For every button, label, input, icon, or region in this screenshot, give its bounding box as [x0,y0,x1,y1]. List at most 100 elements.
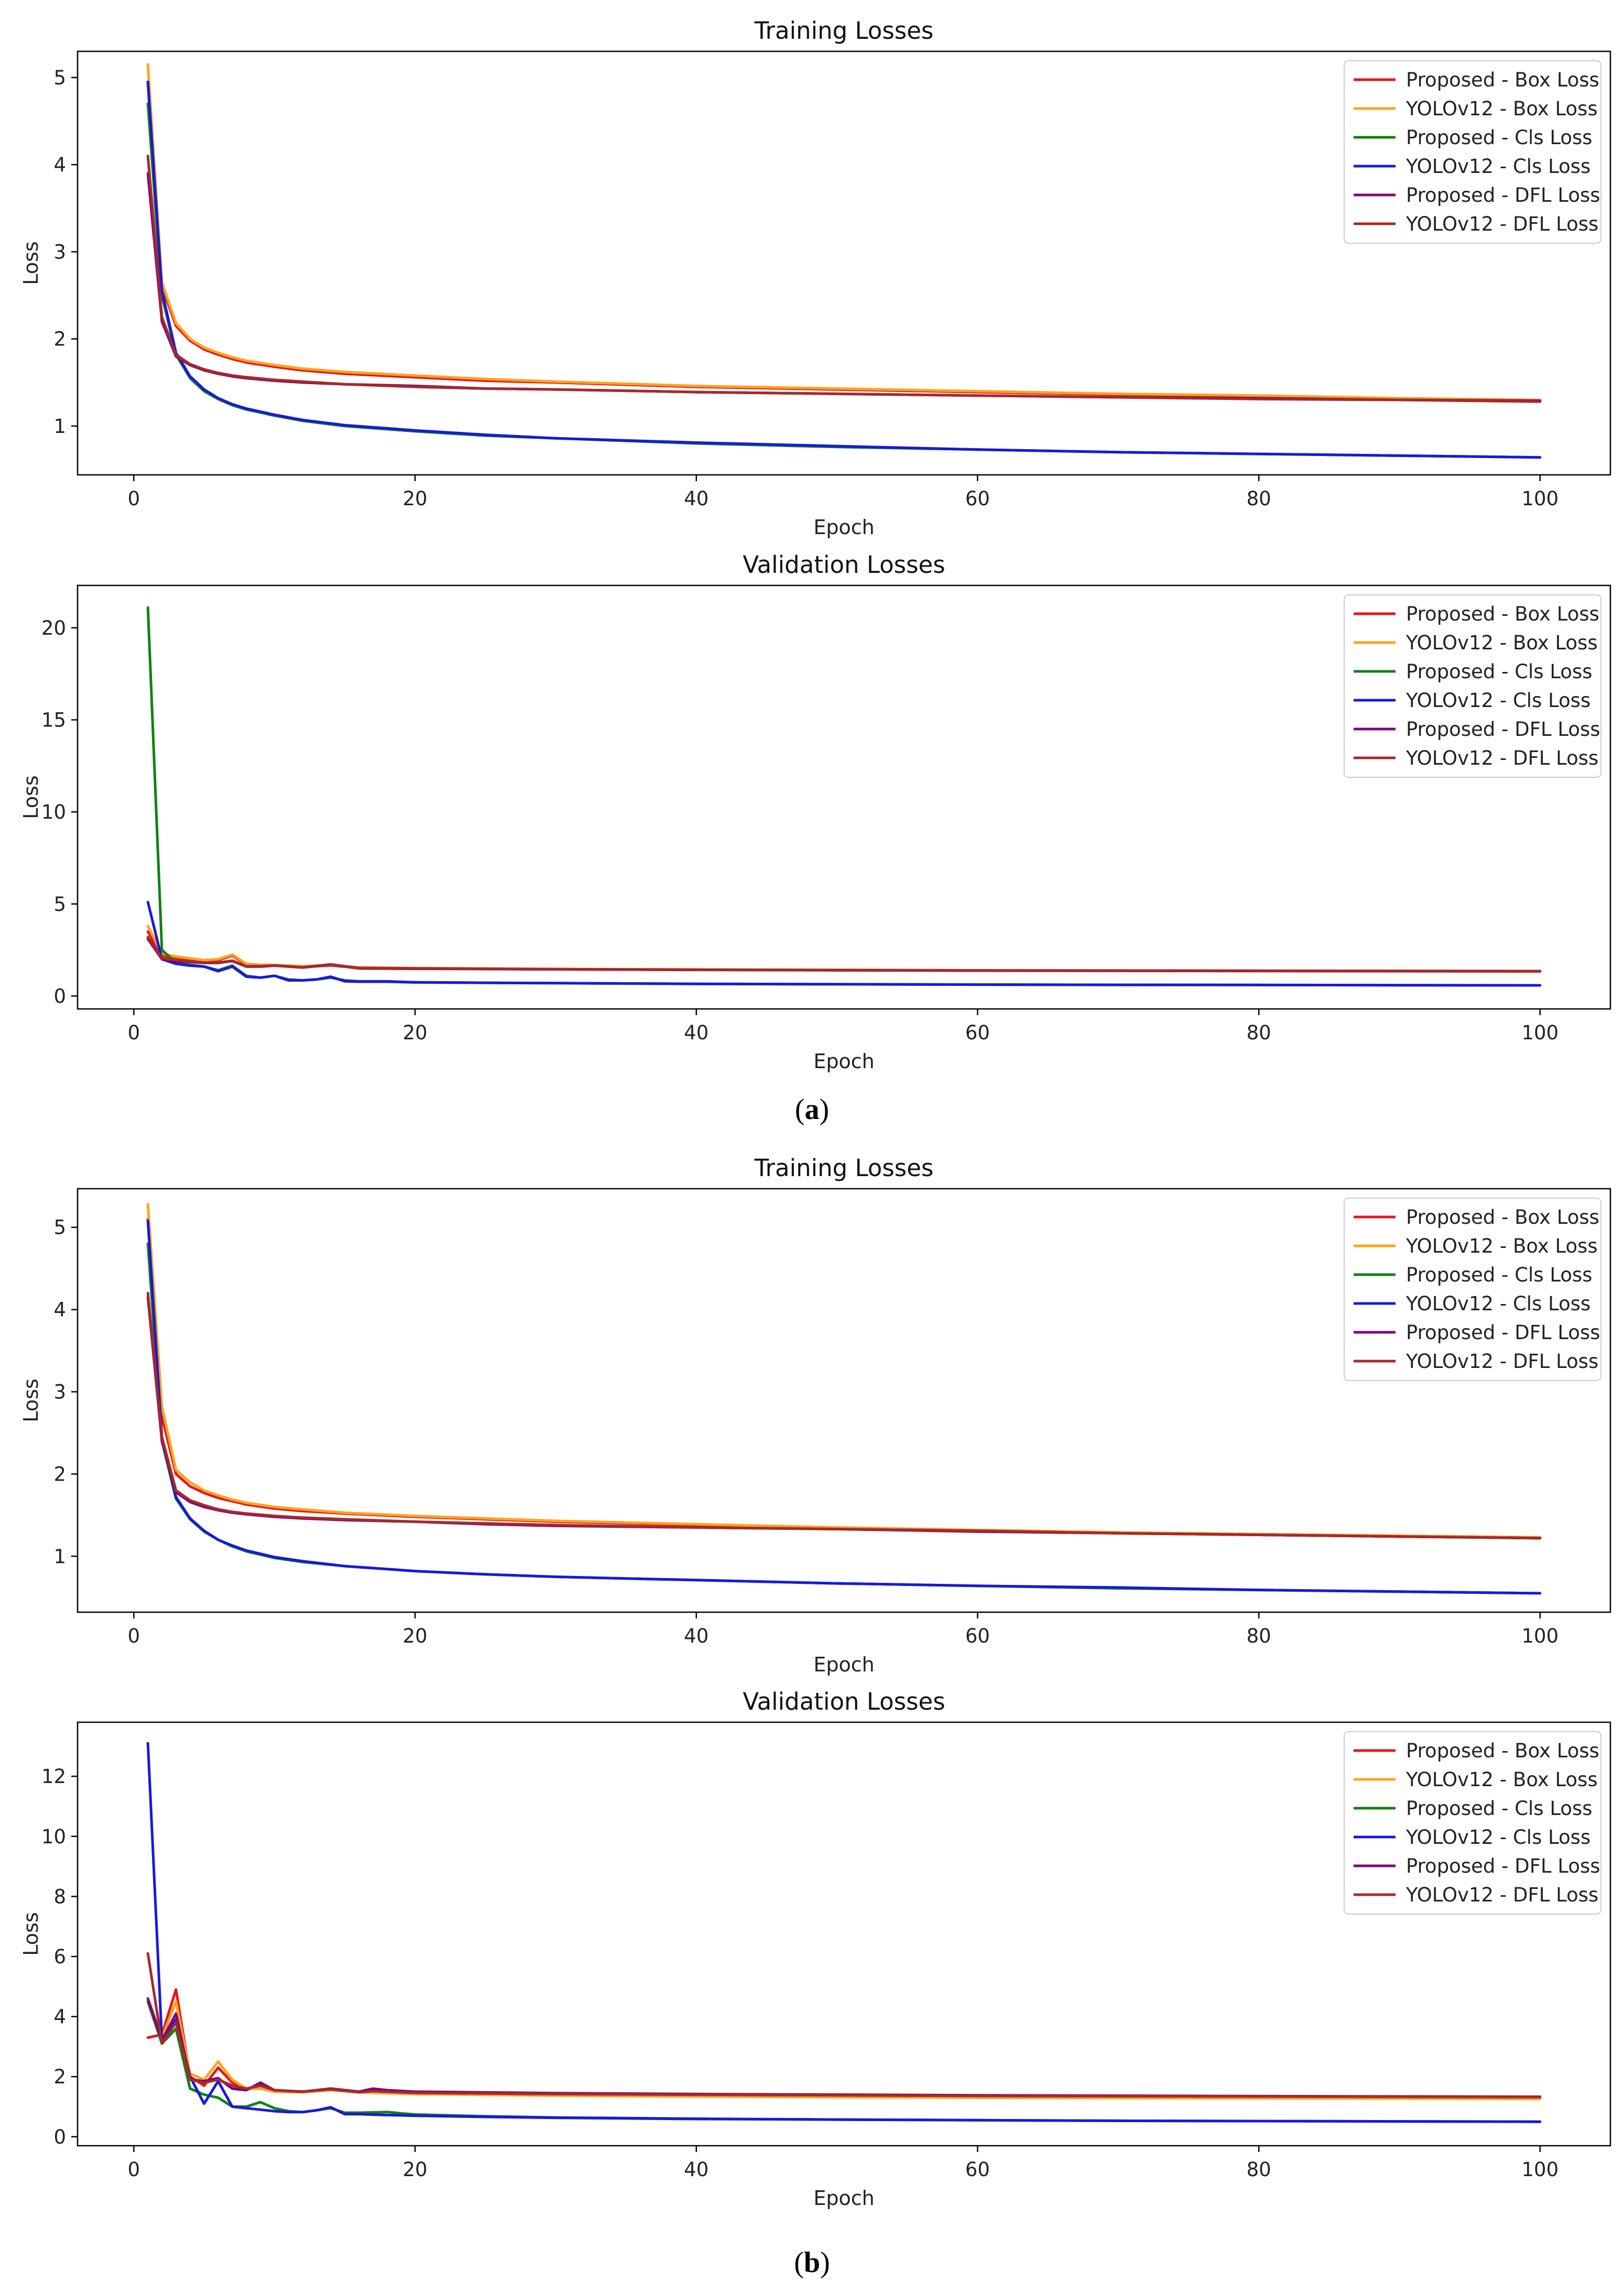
legend-label-proposed-dfl-loss: Proposed - DFL Loss [1406,1855,1600,1877]
legend-label-yolov12-box-loss: YOLOv12 - Box Loss [1405,1235,1598,1257]
chart-panel-b-training: 0 20 40 60 80 100 1 2 3 4 5 Training Losses Epoch Los… [19,1154,1611,1676]
x-tick-label: 100 [1522,487,1559,510]
legend-box [1344,1198,1601,1381]
y-tick-label: 1 [53,1545,66,1568]
x-axis-label: Epoch [813,516,874,539]
legend-box [1344,594,1601,778]
series-line-yolov12-cls-loss [146,1219,1542,1595]
series-line-yolov12-dfl-loss [146,1291,1542,1540]
x-tick-label: 0 [128,487,140,510]
x-tick-label: 40 [684,1625,709,1647]
legend-label-proposed-box-loss: Proposed - Box Loss [1406,1206,1599,1229]
series-line-yolov12-cls-loss [146,900,1542,987]
y-axis-label: Loss [19,775,42,819]
y-tick-label: 10 [41,801,66,823]
x-tick-label: 60 [965,2158,990,2181]
x-tick-label: 100 [1522,2158,1559,2181]
legend-label-yolov12-dfl-loss: YOLOv12 - DFL Loss [1405,213,1598,235]
y-tick-label: 2 [53,2066,66,2088]
series-line-proposed-dfl-loss [146,1296,1542,1540]
series-line-yolov12-dfl-loss [146,936,1542,973]
series-line-proposed-dfl-loss [146,1997,1542,2099]
axes-frame [77,1188,1611,1613]
series-line-yolov12-cls-loss [146,1742,1542,2123]
legend-label-proposed-box-loss: Proposed - Box Loss [1406,69,1599,91]
y-tick-label: 4 [53,1299,66,1321]
legend-label-proposed-box-loss: Proposed - Box Loss [1406,603,1599,625]
series-line-yolov12-box-loss [146,925,1542,973]
series-line-proposed-dfl-loss [146,172,1542,403]
legend-label-yolov12-dfl-loss: YOLOv12 - DFL Loss [1405,1884,1598,1906]
x-tick-label: 20 [402,1021,427,1044]
series-line-proposed-cls-loss [146,1242,1542,1595]
series-line-proposed-box-loss [146,1988,1542,2100]
legend-label-proposed-dfl-loss: Proposed - DFL Loss [1406,718,1600,741]
legend-label-proposed-box-loss: Proposed - Box Loss [1406,1740,1599,1762]
y-tick-label: 20 [41,617,66,639]
x-tick-label: 60 [965,487,990,510]
series-lines [146,606,1542,987]
legend-label-proposed-cls-loss: Proposed - Cls Loss [1406,1797,1593,1820]
series-line-yolov12-box-loss [146,1203,1542,1539]
chart-panel-b-validation: 0 20 40 60 80 100 0 2 4 6 8 10 12 Validation Losses Ep… [19,1688,1611,2210]
chart-panel-a-validation: 0 20 40 60 80 100 0 5 10 15 20 Validation Losses Epo… [19,551,1611,1073]
y-tick-label: 4 [53,2006,66,2028]
chart-title: Training Losses [754,1154,934,1182]
legend-label-yolov12-box-loss: YOLOv12 - Box Loss [1405,97,1598,120]
y-tick-label: 4 [53,154,66,176]
axes-frame [77,584,1611,1010]
series-line-yolov12-dfl-loss [146,1952,1542,2099]
x-tick-label: 80 [1247,1021,1271,1044]
x-tick-label: 0 [128,1625,140,1647]
legend-label-yolov12-box-loss: YOLOv12 - Box Loss [1405,1768,1598,1791]
subfigure-label-a: (a) [794,1093,830,1126]
legend: Proposed - Box Loss YOLOv12 - Box Loss Pro… [1344,594,1601,778]
y-tick-label: 8 [53,1885,66,1908]
legend-label-proposed-cls-loss: Proposed - Cls Loss [1406,1264,1593,1286]
y-tick-label: 10 [41,1825,66,1848]
x-tick-label: 0 [128,2158,140,2181]
series-line-yolov12-box-loss [146,63,1542,401]
y-axis-label: Loss [19,1912,42,1955]
y-tick-label: 6 [53,1946,66,1968]
x-tick-label: 20 [402,487,427,510]
y-axis-label: Loss [19,1378,42,1422]
legend-label-proposed-cls-loss: Proposed - Cls Loss [1406,660,1593,683]
legend-box [1344,60,1601,244]
x-tick-label: 80 [1247,1625,1271,1647]
x-axis-label: Epoch [813,2187,874,2210]
subfigure-label-b: (b) [794,2246,830,2279]
legend: Proposed - Box Loss YOLOv12 - Box Loss Pro… [1344,1198,1601,1381]
y-tick-label: 5 [53,1216,66,1239]
x-axis-label: Epoch [813,1050,874,1073]
y-tick-label: 5 [53,67,66,89]
series-line-yolov12-box-loss [146,1997,1542,2101]
y-tick-label: 2 [53,328,66,351]
legend: Proposed - Box Loss YOLOv12 - Box Loss Pro… [1344,60,1601,244]
legend: Proposed - Box Loss YOLOv12 - Box Loss Pro… [1344,1731,1601,1915]
x-axis-label: Epoch [813,1653,874,1676]
x-tick-label: 80 [1247,487,1271,510]
y-tick-label: 3 [53,241,66,263]
legend-label-yolov12-dfl-loss: YOLOv12 - DFL Loss [1405,1350,1598,1373]
y-axis-label: Loss [19,241,42,285]
x-tick-label: 60 [965,1021,990,1044]
legend-label-proposed-dfl-loss: Proposed - DFL Loss [1406,184,1600,207]
series-line-proposed-cls-loss [146,606,1542,987]
chart-title: Training Losses [754,17,934,45]
legend-label-yolov12-cls-loss: YOLOv12 - Cls Loss [1405,1292,1590,1315]
x-tick-label: 20 [402,1625,427,1647]
legend-label-yolov12-dfl-loss: YOLOv12 - DFL Loss [1405,747,1598,769]
y-tick-label: 1 [53,415,66,438]
x-tick-label: 40 [684,487,709,510]
x-tick-label: 100 [1522,1021,1559,1044]
series-line-yolov12-dfl-loss [146,155,1542,403]
series-lines [146,63,1542,459]
y-tick-label: 2 [53,1463,66,1485]
legend-label-proposed-dfl-loss: Proposed - DFL Loss [1406,1321,1600,1344]
chart-panel-a-training: 0 20 40 60 80 100 1 2 3 4 5 Training Losses Epoch Los… [19,17,1611,539]
y-tick-label: 15 [41,709,66,731]
series-line-yolov12-cls-loss [146,80,1542,459]
x-tick-label: 100 [1522,1625,1559,1647]
